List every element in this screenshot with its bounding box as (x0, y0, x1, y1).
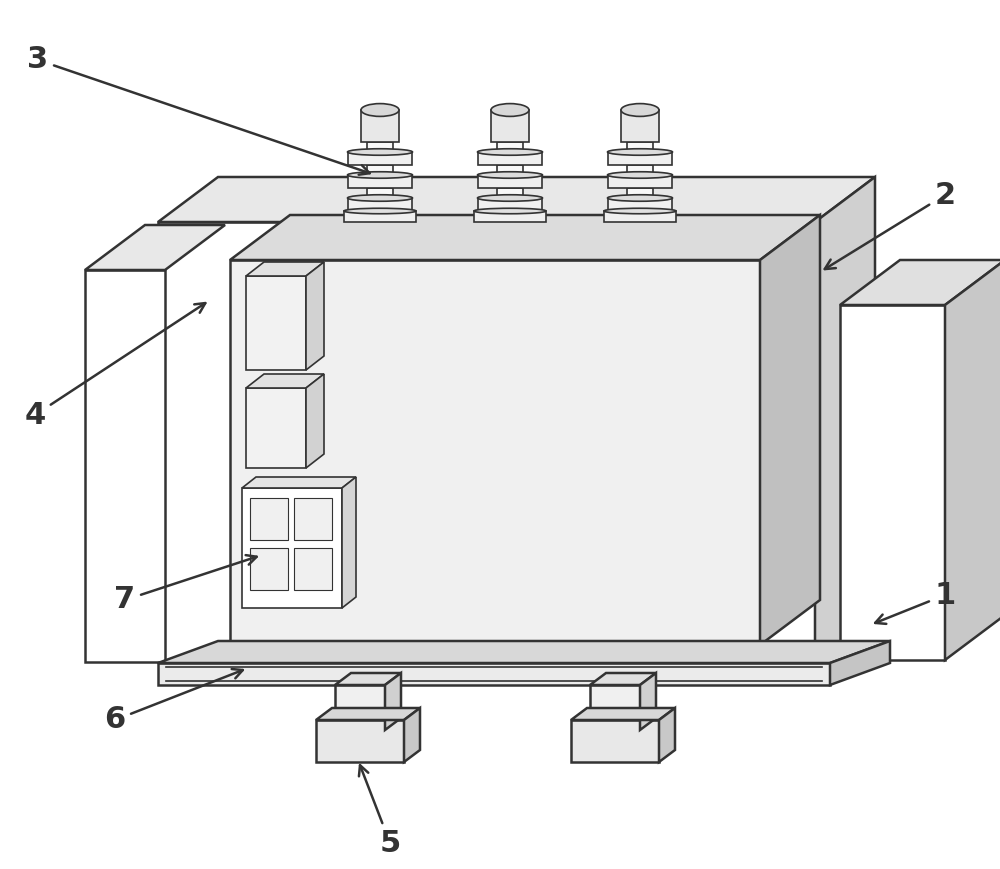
Polygon shape (250, 498, 288, 540)
Polygon shape (158, 177, 875, 222)
Ellipse shape (348, 195, 413, 202)
Polygon shape (590, 685, 640, 730)
Polygon shape (158, 641, 890, 663)
Polygon shape (830, 641, 890, 685)
Ellipse shape (478, 172, 542, 178)
Polygon shape (294, 498, 332, 540)
Polygon shape (590, 673, 656, 685)
Polygon shape (840, 305, 945, 660)
Text: 5: 5 (359, 766, 401, 858)
Polygon shape (335, 673, 401, 685)
Polygon shape (627, 142, 653, 152)
Polygon shape (230, 215, 820, 260)
Polygon shape (335, 685, 385, 730)
Polygon shape (158, 663, 830, 685)
Ellipse shape (348, 172, 413, 178)
Text: 4: 4 (24, 303, 205, 429)
Polygon shape (85, 270, 165, 662)
Ellipse shape (348, 149, 413, 156)
Polygon shape (361, 110, 399, 142)
Polygon shape (250, 548, 288, 590)
Polygon shape (348, 198, 412, 211)
Ellipse shape (491, 103, 529, 116)
Ellipse shape (344, 209, 416, 214)
Polygon shape (242, 477, 356, 488)
Polygon shape (571, 720, 659, 762)
Polygon shape (85, 225, 225, 270)
Polygon shape (474, 211, 546, 222)
Text: 7: 7 (114, 555, 257, 614)
Text: 2: 2 (825, 181, 956, 269)
Polygon shape (627, 188, 653, 198)
Polygon shape (367, 188, 393, 198)
Polygon shape (815, 177, 875, 662)
Polygon shape (316, 720, 404, 762)
Polygon shape (348, 152, 412, 165)
Polygon shape (627, 165, 653, 175)
Ellipse shape (604, 209, 676, 214)
Polygon shape (604, 211, 676, 222)
Polygon shape (640, 673, 656, 730)
Ellipse shape (608, 172, 672, 178)
Polygon shape (367, 142, 393, 152)
Polygon shape (840, 260, 1000, 305)
Polygon shape (367, 165, 393, 175)
Text: 3: 3 (27, 45, 370, 175)
Polygon shape (246, 388, 306, 468)
Polygon shape (246, 374, 324, 388)
Ellipse shape (621, 103, 659, 116)
Polygon shape (306, 374, 324, 468)
Polygon shape (621, 110, 659, 142)
Polygon shape (246, 262, 324, 276)
Polygon shape (945, 260, 1000, 660)
Text: 6: 6 (104, 669, 243, 734)
Polygon shape (316, 708, 420, 720)
Ellipse shape (478, 149, 542, 156)
Polygon shape (246, 276, 306, 370)
Polygon shape (497, 188, 523, 198)
Ellipse shape (478, 195, 542, 202)
Polygon shape (242, 488, 342, 608)
Polygon shape (230, 260, 760, 645)
Polygon shape (608, 198, 672, 211)
Polygon shape (608, 152, 672, 165)
Polygon shape (348, 175, 412, 188)
Ellipse shape (608, 149, 672, 156)
Polygon shape (344, 211, 416, 222)
Polygon shape (478, 198, 542, 211)
Polygon shape (385, 673, 401, 730)
Polygon shape (158, 222, 815, 662)
Polygon shape (404, 708, 420, 762)
Text: 1: 1 (875, 580, 956, 624)
Polygon shape (497, 142, 523, 152)
Polygon shape (478, 175, 542, 188)
Polygon shape (306, 262, 324, 370)
Polygon shape (294, 548, 332, 590)
Ellipse shape (361, 103, 399, 116)
Polygon shape (497, 165, 523, 175)
Polygon shape (478, 152, 542, 165)
Polygon shape (342, 477, 356, 608)
Polygon shape (571, 708, 675, 720)
Polygon shape (491, 110, 529, 142)
Ellipse shape (474, 209, 546, 214)
Polygon shape (608, 175, 672, 188)
Ellipse shape (608, 195, 672, 202)
Polygon shape (760, 215, 820, 645)
Polygon shape (659, 708, 675, 762)
